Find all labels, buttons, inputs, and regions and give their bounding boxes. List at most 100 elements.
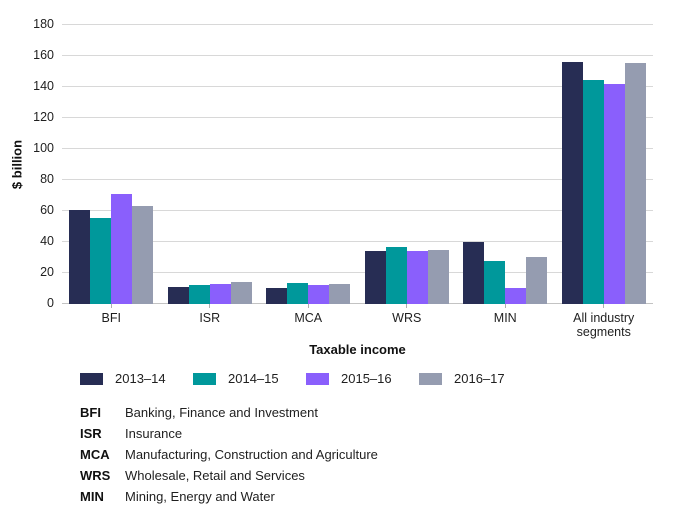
bar xyxy=(167,287,189,304)
gridline xyxy=(62,117,653,118)
gridline xyxy=(62,303,653,304)
bar xyxy=(603,84,625,304)
bar xyxy=(111,194,133,304)
y-tick-label: 80 xyxy=(40,172,54,186)
y-axis-ticks: 0 20 40 60 80 100 120 140 160 180 xyxy=(0,17,54,310)
bar xyxy=(266,288,288,304)
x-axis-tick xyxy=(209,304,211,308)
x-category-label: WRS xyxy=(392,311,422,325)
legend-item: 2016–17 xyxy=(419,371,532,386)
footnote-abbr: WRS xyxy=(80,468,111,483)
x-axis-tick xyxy=(406,304,408,308)
legend-item: 2014–15 xyxy=(193,371,306,386)
x-axis-title: Taxable income xyxy=(309,342,406,357)
legend-item: 2013–14 xyxy=(80,371,193,386)
x-category-cell: ISR xyxy=(161,304,260,339)
footnote-abbr: ISR xyxy=(80,426,102,441)
y-tick-label: 180 xyxy=(33,17,54,31)
bar-group xyxy=(161,25,260,304)
bar-group xyxy=(456,25,555,304)
y-tick-label: 160 xyxy=(33,48,54,62)
x-axis-tick xyxy=(504,304,506,308)
bar-group xyxy=(555,25,654,304)
x-category-label: BFI xyxy=(101,311,121,325)
bar xyxy=(287,283,309,304)
legend-swatch xyxy=(306,372,329,385)
gridline xyxy=(62,241,653,242)
legend-swatch xyxy=(419,372,442,385)
bar xyxy=(526,257,548,304)
x-category-label: ISR xyxy=(199,311,221,325)
gridline xyxy=(62,55,653,56)
footnote-row: MIN Mining, Energy and Water xyxy=(80,486,378,507)
gridline xyxy=(62,24,653,25)
bar-groups xyxy=(62,25,653,304)
legend-swatch xyxy=(80,372,103,385)
footnote-text: Banking, Finance and Investment xyxy=(125,405,318,420)
bar xyxy=(484,261,506,304)
footnote-text: Wholesale, Retail and Services xyxy=(125,468,305,483)
y-tick-label: 140 xyxy=(33,79,54,93)
bar xyxy=(209,284,231,304)
bar xyxy=(329,284,351,304)
legend-label: 2015–16 xyxy=(341,371,392,386)
bar xyxy=(427,250,449,304)
footnote-row: WRS Wholesale, Retail and Services xyxy=(80,465,378,486)
legend: 2013–14 2014–15 2015–16 2016–17 xyxy=(80,371,532,386)
bar xyxy=(582,80,604,304)
footnote-abbr: MCA xyxy=(80,447,110,462)
y-tick-label: 0 xyxy=(47,296,54,310)
bar xyxy=(188,285,210,304)
footnote-row: MCA Manufacturing, Construction and Agric… xyxy=(80,444,378,465)
y-tick-label: 20 xyxy=(40,265,54,279)
bar xyxy=(90,218,112,304)
x-category-label: MCA xyxy=(294,311,323,325)
gridline xyxy=(62,272,653,273)
y-tick-label: 100 xyxy=(33,141,54,155)
x-category-label: MIN xyxy=(493,311,517,325)
footnote-abbr: MIN xyxy=(80,489,104,504)
plot-area xyxy=(62,24,653,304)
bar xyxy=(463,242,485,304)
x-category-cell: All industry segments xyxy=(555,304,654,339)
legend-item: 2015–16 xyxy=(306,371,419,386)
gridline xyxy=(62,86,653,87)
x-category-cell: MCA xyxy=(259,304,358,339)
y-tick-label: 120 xyxy=(33,110,54,124)
bar-group xyxy=(259,25,358,304)
bar xyxy=(385,247,407,304)
x-category-label: All industry segments xyxy=(573,311,635,339)
bar xyxy=(308,285,330,304)
footnote-text: Insurance xyxy=(125,426,183,441)
y-tick-label: 40 xyxy=(40,234,54,248)
x-axis-tick xyxy=(603,304,605,308)
x-category-cell: MIN xyxy=(456,304,555,339)
footnote-row: ISR Insurance xyxy=(80,423,378,444)
legend-label: 2014–15 xyxy=(228,371,279,386)
legend-swatch xyxy=(193,372,216,385)
legend-label: 2016–17 xyxy=(454,371,505,386)
x-axis-tick xyxy=(307,304,309,308)
x-axis-tick xyxy=(110,304,112,308)
bar xyxy=(230,282,252,304)
y-tick-label: 60 xyxy=(40,203,54,217)
footnote-abbr: BFI xyxy=(80,405,101,420)
footnote-row: BFI Banking, Finance and Investment xyxy=(80,402,378,423)
footnote-text: Manufacturing, Construction and Agricult… xyxy=(125,447,378,462)
bar xyxy=(364,251,386,304)
x-category-cell: BFI xyxy=(62,304,161,339)
bar-group xyxy=(62,25,161,304)
gridline xyxy=(62,179,653,180)
x-category-cell: WRS xyxy=(358,304,457,339)
bar xyxy=(406,251,428,304)
bar xyxy=(69,210,91,304)
bar xyxy=(505,288,527,304)
gridline xyxy=(62,210,653,211)
bar xyxy=(624,63,646,304)
x-axis-category-labels: BFI ISR MCA WRS MIN All industry segments xyxy=(62,304,653,339)
bar xyxy=(561,62,583,304)
footnotes: BFI Banking, Finance and Investment ISR Ins… xyxy=(80,402,378,507)
bar xyxy=(132,206,154,304)
gridline xyxy=(62,148,653,149)
